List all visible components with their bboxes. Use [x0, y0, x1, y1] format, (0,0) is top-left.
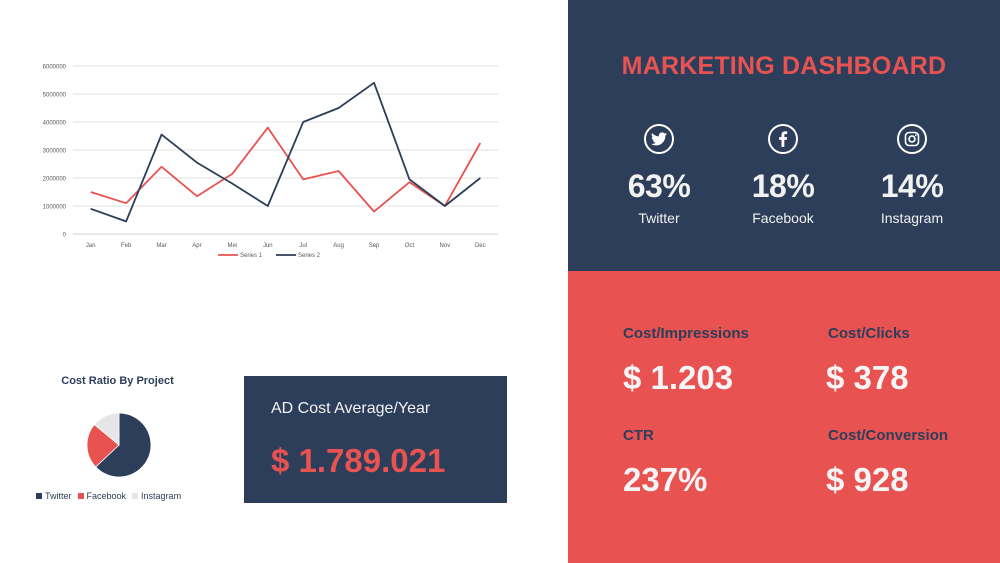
facebook-percent: 18%: [751, 168, 815, 204]
cost-impressions-value: $ 1.203: [623, 359, 734, 396]
pie-legend: Twitter Facebook Instagram: [36, 491, 216, 501]
series-line-2: [90, 81, 481, 223]
twitter-percent: 63%: [627, 168, 691, 204]
x-tick-label: Jul: [299, 243, 307, 249]
y-tick-label: 0: [63, 233, 67, 239]
pie-legend-label: Facebook: [86, 491, 127, 501]
cost-impressions-label: Cost/Impressions: [623, 325, 749, 342]
pie-legend-swatch: [132, 493, 139, 499]
cost-conversion-value: $ 928: [826, 461, 909, 498]
y-tick-label: 5000000: [43, 93, 67, 99]
pie-legend-label: Instagram: [141, 491, 182, 501]
pie-legend-swatch: [36, 493, 42, 499]
y-tick-label: 1000000: [43, 205, 67, 211]
pie-legend-label: Twitter: [45, 491, 72, 501]
series-line-1: [90, 126, 482, 213]
x-tick-label: Jun: [263, 243, 273, 249]
x-tick-label: Mei: [228, 243, 238, 249]
x-tick-label: Mar: [156, 243, 166, 249]
facebook-label: Facebook: [752, 210, 814, 226]
pie-legend-item: Instagram: [132, 491, 181, 501]
pie-slice-instagram: [93, 412, 120, 446]
pie-legend-item: Twitter: [36, 491, 72, 501]
pie-legend-item: Facebook: [77, 491, 127, 501]
social-stat-instagram: 14% Instagram: [837, 124, 987, 226]
pie-chart: [86, 412, 152, 478]
dashboard-title: MARKETING DASHBOARD: [621, 52, 947, 80]
twitter-label: Twitter: [638, 210, 680, 226]
y-tick-label: 4000000: [43, 121, 67, 127]
social-stat-facebook: 18% Facebook: [708, 124, 858, 226]
x-tick-label: Jan: [86, 243, 96, 249]
y-tick-label: 2000000: [43, 177, 67, 183]
pie-chart-title: Cost Ratio By Project: [61, 375, 174, 387]
x-tick-label: Sep: [369, 243, 380, 249]
social-panel: MARKETING DASHBOARD 63% Twitter 18% Face…: [568, 0, 1000, 271]
x-tick-label: Nov: [440, 243, 451, 249]
instagram-percent: 14%: [880, 168, 944, 204]
legend-label: Series 2: [298, 253, 321, 259]
x-tick-label: Dec: [475, 243, 486, 249]
pie-slice-facebook: [86, 424, 120, 468]
ctr-value: 237%: [623, 461, 708, 498]
ad-cost-label: AD Cost Average/Year: [271, 400, 431, 417]
x-tick-label: Feb: [121, 243, 132, 249]
y-tick-label: 6000000: [43, 65, 67, 71]
ctr-label: CTR: [623, 427, 654, 444]
y-tick-label: 3000000: [43, 149, 67, 155]
cost-conversion-label: Cost/Conversion: [828, 427, 949, 444]
twitter-icon: [644, 124, 674, 154]
instagram-label: Instagram: [880, 210, 944, 226]
cost-clicks-label: Cost/Clicks: [828, 325, 910, 342]
x-tick-label: Aug: [333, 243, 344, 249]
ad-cost-card: AD Cost Average/Year $ 1.789.021: [244, 376, 507, 503]
x-tick-label: Oct: [405, 243, 415, 249]
facebook-icon: [768, 124, 798, 154]
x-tick-label: Apr: [192, 243, 201, 249]
legend-label: Series 1: [240, 253, 263, 259]
metrics-panel: Cost/Impressions $ 1.203 Cost/Clicks $ 3…: [568, 271, 1000, 563]
social-stat-twitter: 63% Twitter: [584, 124, 734, 226]
pie-slice-twitter: [95, 412, 152, 478]
ad-cost-value: $ 1.789.021: [271, 442, 446, 479]
pie-legend-swatch: [77, 493, 84, 499]
line-chart: 0 1000000 2000000 3000000 4000000 5000000 6000…: [43, 65, 498, 259]
cost-clicks-value: $ 378: [826, 359, 909, 396]
instagram-icon: [897, 124, 927, 154]
